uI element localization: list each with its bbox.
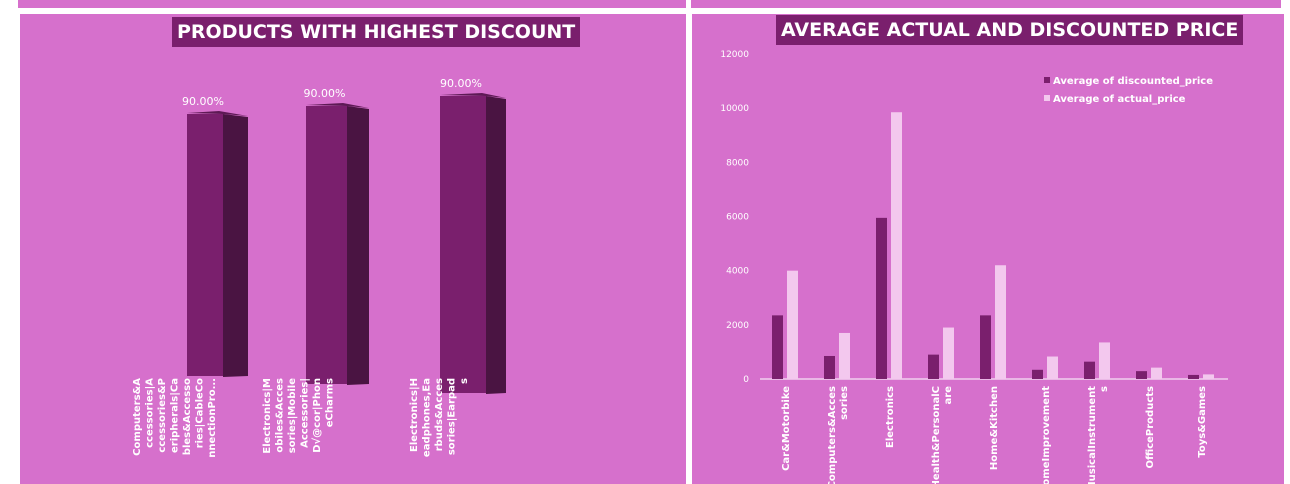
actual-price-bar	[1047, 356, 1058, 379]
legend-discounted-swatch	[1044, 77, 1050, 83]
discount-bar	[306, 106, 347, 384]
actual-price-bar	[787, 270, 798, 379]
y-tick-label: 12000	[720, 50, 749, 60]
discount-bar	[187, 114, 223, 376]
category-label: Health&PersonalC	[931, 386, 942, 484]
legend-discounted-label: Average of discounted_price	[1053, 76, 1213, 87]
discounted-price-bar	[1032, 369, 1043, 379]
y-tick-label: 2000	[726, 321, 749, 331]
discount-category-label: eCharms	[325, 378, 336, 427]
legend-actual-label: Average of actual_price	[1053, 94, 1186, 105]
discounted-price-bar	[824, 355, 835, 379]
category-label: sories	[839, 386, 850, 420]
discounted-price-bar	[1084, 361, 1095, 379]
actual-price-bar	[943, 327, 954, 379]
discount-bar-side	[347, 106, 369, 385]
discount-category-label: D√@cor|Phon	[311, 378, 323, 453]
discounted-price-bar	[1188, 374, 1199, 379]
discount-category-label: Computers&A	[132, 378, 143, 456]
discount-category-label: rbuds&Acces	[434, 378, 445, 451]
discount-bar-top	[306, 103, 369, 108]
discounted-price-bar	[980, 315, 991, 379]
discount-category-label: eripherals|Ca	[170, 378, 181, 453]
category-label: OfficeProducts	[1145, 386, 1156, 468]
actual-price-bar	[891, 112, 902, 380]
category-label: s	[1099, 386, 1110, 392]
discount-category-label: ccessories|A	[145, 378, 156, 448]
y-tick-label: 6000	[726, 213, 749, 223]
actual-price-bar	[995, 265, 1006, 379]
right-panel-top-strip	[691, 0, 1281, 8]
discount-data-label: 90.00%	[304, 87, 346, 100]
left-chart-title: PRODUCTS WITH HIGHEST DISCOUNT	[172, 17, 581, 47]
discounted-price-bar	[1136, 371, 1147, 379]
discount-category-label: ries|CableCo	[195, 378, 206, 449]
y-tick-label: 4000	[726, 267, 749, 277]
legend-actual-swatch	[1044, 95, 1050, 101]
discount-bar	[440, 96, 486, 393]
category-label: HomeImprovement	[1041, 386, 1052, 484]
left-panel-top-strip	[18, 0, 686, 8]
discount-bar-top	[440, 93, 506, 98]
actual-price-bar	[839, 332, 850, 379]
y-tick-label: 8000	[726, 158, 749, 168]
discount-category-label: Electronics|H	[409, 378, 420, 452]
discount-category-label: s	[459, 378, 470, 384]
discount-category-label: eadphones,Ea	[422, 378, 433, 457]
discounted-price-bar	[772, 315, 783, 379]
discount-data-label: 90.00%	[440, 77, 482, 90]
category-label: MusicalInstrument	[1087, 386, 1098, 484]
category-label: Toys&Games	[1197, 386, 1208, 458]
discount-category-label: bles&Accesso	[182, 378, 193, 455]
actual-price-bar	[1203, 374, 1214, 379]
actual-price-bar	[1151, 367, 1162, 379]
discount-data-label: 90.00%	[182, 95, 224, 108]
discount-category-label: sories|Mobile	[287, 378, 298, 453]
discounted-price-bar	[928, 354, 939, 379]
category-label: Car&Motorbike	[781, 386, 792, 471]
category-label: Electronics	[885, 386, 896, 448]
actual-price-bar	[1099, 342, 1110, 379]
discounted-price-bar	[876, 217, 887, 379]
category-label: Home&Kitchen	[989, 386, 1000, 470]
right-chart-title: AVERAGE ACTUAL AND DISCOUNTED PRICE	[776, 15, 1244, 45]
discount-category-label: sories|Earpad	[447, 378, 458, 455]
category-label: are	[943, 386, 954, 405]
discount-bar-side	[486, 96, 506, 394]
discount-category-label: nnectionPro...	[207, 378, 218, 458]
discount-bar-side	[223, 114, 248, 377]
discount-category-label: ccessories&P	[157, 378, 168, 453]
y-tick-label: 10000	[720, 104, 749, 114]
discount-bar-top	[187, 111, 248, 116]
discount-category-label: Accessories|	[300, 378, 311, 448]
right-chart-panel	[692, 14, 1284, 484]
category-label: Computers&Acces	[827, 386, 838, 484]
discount-category-label: Electronics|M	[262, 378, 273, 454]
discount-category-label: obiles&Acces	[275, 378, 286, 453]
y-tick-label: 0	[743, 375, 749, 385]
